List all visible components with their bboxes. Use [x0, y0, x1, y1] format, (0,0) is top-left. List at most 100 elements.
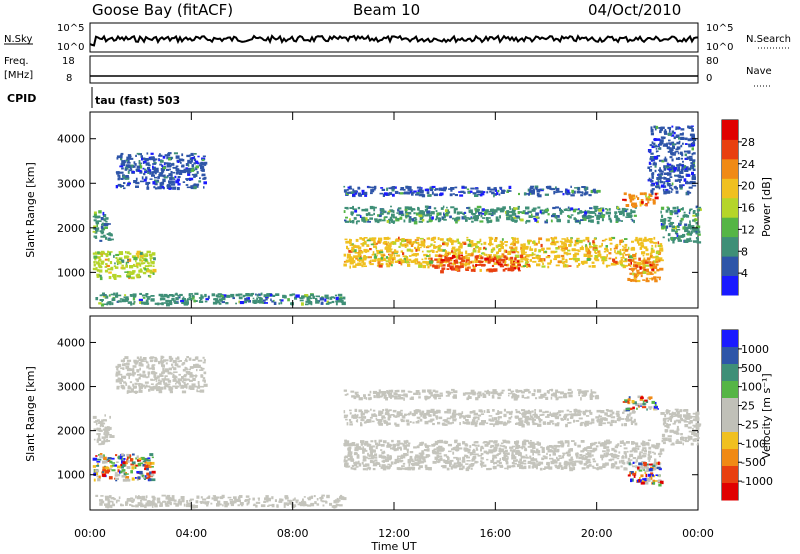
velocity-cell [623, 451, 627, 455]
power-cell [421, 258, 424, 261]
power-cell [408, 219, 412, 223]
velocity-cell [573, 462, 576, 466]
velocity-cell [150, 474, 154, 477]
power-cell [430, 257, 433, 261]
velocity-cell [635, 447, 638, 450]
velocity-cell [474, 453, 479, 456]
power-cell [622, 254, 625, 258]
power-cell [689, 157, 693, 162]
power-cell [244, 298, 248, 301]
velocity-cell [552, 459, 556, 463]
velocity-cell [543, 392, 547, 396]
power-cell [517, 267, 521, 271]
power-cell [624, 238, 628, 240]
power-cell [404, 244, 407, 248]
power-cell [557, 260, 562, 264]
power-cell [598, 251, 601, 255]
power-cell [377, 240, 381, 244]
velocity-cell [521, 445, 524, 450]
velocity-cell [400, 409, 403, 412]
power-cell [260, 292, 263, 296]
power-cell [93, 255, 98, 259]
velocity-cell [567, 391, 572, 395]
power-cell [657, 173, 661, 176]
power-cell [399, 238, 402, 241]
velocity-cell [598, 415, 603, 418]
power-cell [390, 248, 393, 251]
power-cell [499, 255, 504, 258]
power-cell [487, 186, 491, 191]
velocity-cell [121, 453, 124, 456]
power-cell [650, 184, 654, 187]
velocity-cell [343, 416, 348, 419]
power-cell [363, 240, 367, 244]
power-cell [466, 257, 468, 260]
power-cell [500, 192, 505, 194]
velocity-cell [626, 415, 630, 419]
power-cell [455, 259, 458, 262]
velocity-cell [629, 453, 634, 457]
velocity-cell [438, 448, 443, 452]
velocity-cell [648, 458, 651, 462]
power-cell [99, 294, 103, 297]
power-cell [679, 220, 683, 223]
power-cell [511, 237, 513, 239]
velocity-cell [415, 391, 418, 395]
velocity-cell [500, 442, 504, 445]
velocity-cell [396, 457, 399, 460]
velocity-cell [506, 465, 512, 469]
velocity-cell [558, 455, 562, 457]
power-cell [483, 246, 486, 249]
power-cell [564, 190, 568, 194]
velocity-cell [389, 464, 392, 467]
velocity-cell [173, 371, 178, 373]
velocity-cell [627, 457, 631, 461]
power-cell [644, 269, 648, 272]
power-cell [426, 191, 430, 194]
velocity-cell [461, 460, 466, 463]
velocity-cell [381, 460, 384, 463]
velocity-cell [517, 445, 520, 448]
power-cell [684, 239, 689, 243]
velocity-cell [109, 436, 114, 438]
power-cell [103, 218, 107, 222]
power-cell [363, 265, 367, 267]
power-cell [689, 209, 691, 212]
velocity-cell [533, 458, 538, 461]
velocity-cell [633, 450, 638, 453]
velocity-cell [104, 435, 109, 439]
power-cell [193, 155, 196, 160]
power-cell [310, 293, 314, 297]
power-cell [650, 189, 654, 193]
power-cell [683, 214, 688, 218]
velocity-cell [432, 418, 435, 421]
velocity-cell [498, 461, 502, 464]
velocity-cell [110, 457, 115, 460]
velocity-cell [132, 453, 135, 456]
power-cell [487, 217, 491, 219]
power-cell [547, 265, 550, 269]
power-cell [431, 191, 434, 195]
velocity-cell [97, 478, 101, 482]
velocity-cell [458, 412, 463, 416]
velocity-cell [497, 392, 502, 397]
power-cell [159, 182, 163, 185]
power-cell [516, 216, 521, 219]
power-cell [128, 169, 132, 172]
velocity-cell [361, 461, 364, 465]
velocity-cell [401, 454, 405, 457]
velocity-cell [348, 465, 351, 468]
velocity-cell [495, 412, 500, 415]
velocity-cell [397, 397, 401, 400]
power-cell [391, 209, 394, 212]
power-cell [562, 264, 566, 268]
power-cell [479, 238, 482, 242]
velocity-cell [135, 477, 137, 479]
power-cell [258, 296, 261, 299]
power-cell [428, 260, 434, 264]
velocity-cell [598, 423, 603, 426]
power-cell [126, 156, 130, 160]
power-cell [413, 219, 417, 222]
power-cell [115, 253, 120, 256]
velocity-cell [540, 393, 544, 397]
